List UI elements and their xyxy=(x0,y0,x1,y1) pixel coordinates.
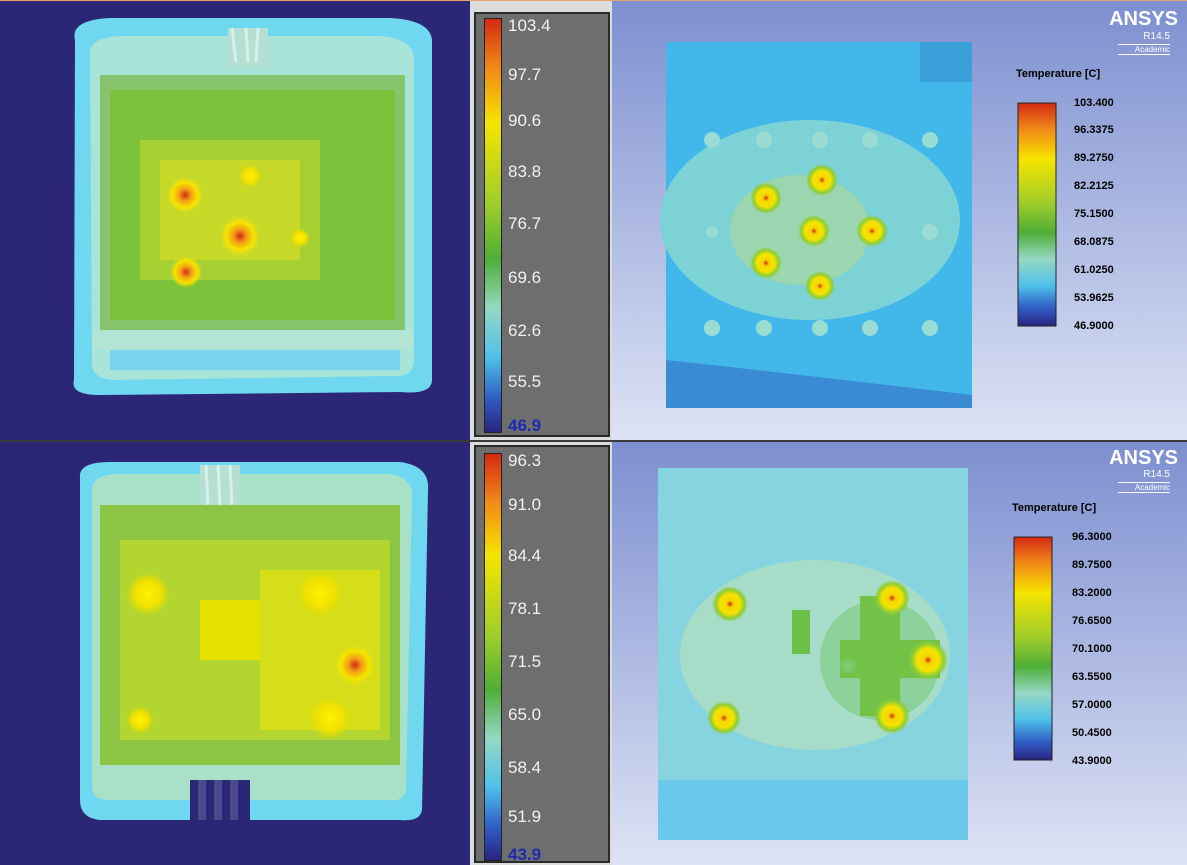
legend-value: 68.0875 xyxy=(1074,236,1114,248)
ir-scale-top-tick: 62.6 xyxy=(508,321,542,340)
ir-scale-top-min: 46.9 xyxy=(508,416,542,435)
legend-value: 96.3000 xyxy=(1072,531,1112,543)
top-edge xyxy=(0,0,1187,1)
ansys-version: R14.5 xyxy=(1143,469,1170,480)
ir-scale-bottom-tick: 84.4 xyxy=(508,546,542,565)
ansys-edition: Academic xyxy=(1118,482,1170,493)
ansys-version: R14.5 xyxy=(1143,31,1170,42)
legend-value: 50.4500 xyxy=(1072,727,1112,739)
ir-scale-top-bar xyxy=(484,18,502,433)
legend-value: 46.9000 xyxy=(1074,320,1114,332)
ir-scale-bottom-bar xyxy=(484,453,502,861)
legend-value: 96.3375 xyxy=(1074,124,1114,136)
legend-value: 43.9000 xyxy=(1072,755,1112,767)
ir-scale-top-tick: 90.6 xyxy=(508,111,542,130)
legend-title: Temperature [C] xyxy=(1012,502,1097,514)
legend-value: 83.2000 xyxy=(1072,587,1112,599)
ir-scale-bottom-tick: 91.0 xyxy=(508,495,542,514)
legend-value: 70.1000 xyxy=(1072,643,1112,655)
legend-value: 57.0000 xyxy=(1072,699,1112,711)
ir-scale-top-tick: 83.8 xyxy=(508,162,542,181)
legend-value: 63.5500 xyxy=(1072,671,1112,683)
legend-value: 61.0250 xyxy=(1074,264,1114,276)
ir-scale-bottom-tick: 78.1 xyxy=(508,599,542,618)
ir-scale-top: 103.4 97.7 90.6 83.8 76.7 69.6 62.6 55.5… xyxy=(474,12,610,437)
ir-scale-bottom: 96.3 91.0 84.4 78.1 71.5 65.0 58.4 51.9 … xyxy=(474,445,610,864)
legend-value: 82.2125 xyxy=(1074,180,1114,192)
ir-image-bottom xyxy=(0,442,470,865)
ir-scale-bottom-tick: 96.3 xyxy=(508,451,542,470)
ir-scale-top-tick: 76.7 xyxy=(508,214,542,233)
ir-scale-top-tick: 55.5 xyxy=(508,372,542,391)
legend-value: 76.6500 xyxy=(1072,615,1112,627)
ir-scale-top-tick: 69.6 xyxy=(508,268,542,287)
row-divider xyxy=(0,440,1187,442)
ir-scale-top-tick: 103.4 xyxy=(508,16,551,35)
ir-scale-bottom-min: 43.9 xyxy=(508,845,542,864)
ir-scale-bottom-tick: 65.0 xyxy=(508,705,542,724)
sim-image-top xyxy=(612,0,1187,440)
ir-scale-top-tick: 97.7 xyxy=(508,65,542,84)
ansys-logo: ANSYS xyxy=(1109,8,1178,30)
ansys-edition: Academic xyxy=(1118,44,1170,55)
ir-scale-bottom-tick: 58.4 xyxy=(508,758,542,777)
legend-value: 75.1500 xyxy=(1074,208,1114,220)
ansys-logo: ANSYS xyxy=(1109,447,1178,469)
legend-value: 89.2750 xyxy=(1074,152,1114,164)
ir-scale-bottom-tick: 51.9 xyxy=(508,807,542,826)
ir-scale-bottom-tick: 71.5 xyxy=(508,652,542,671)
ir-image-top xyxy=(0,0,470,440)
legend-value: 103.400 xyxy=(1074,97,1114,109)
legend-title: Temperature [C] xyxy=(1016,68,1101,80)
legend-value: 89.7500 xyxy=(1072,559,1112,571)
legend-value: 53.9625 xyxy=(1074,292,1114,304)
sim-image-bottom xyxy=(612,442,1187,865)
